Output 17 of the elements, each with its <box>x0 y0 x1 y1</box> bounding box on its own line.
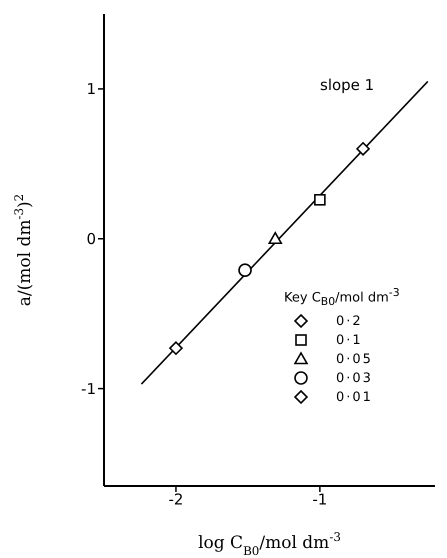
x-tick-label: -2 <box>168 490 184 509</box>
legend-label: 0·2 <box>336 314 363 329</box>
legend-label: 0·05 <box>336 352 373 367</box>
y-tick-label: 0 <box>86 230 96 248</box>
annotation: slope 1 <box>320 76 374 94</box>
y-tick-label: -1 <box>81 380 96 398</box>
point <box>268 232 282 244</box>
legend-label: 0·03 <box>336 370 373 386</box>
point <box>356 142 370 156</box>
legend-label: 0·1 <box>336 332 363 348</box>
legend-title: Key C$_{B0}$/mol dm$^{-3}$ <box>284 286 400 308</box>
point <box>238 263 252 278</box>
point <box>169 341 183 355</box>
legend-label: 0·01 <box>336 390 373 405</box>
y-tick-label: 1 <box>86 80 96 98</box>
point <box>314 194 326 206</box>
x-axis-title: log C$_{B0}$/mol dm$^{-3}$ <box>198 530 341 558</box>
